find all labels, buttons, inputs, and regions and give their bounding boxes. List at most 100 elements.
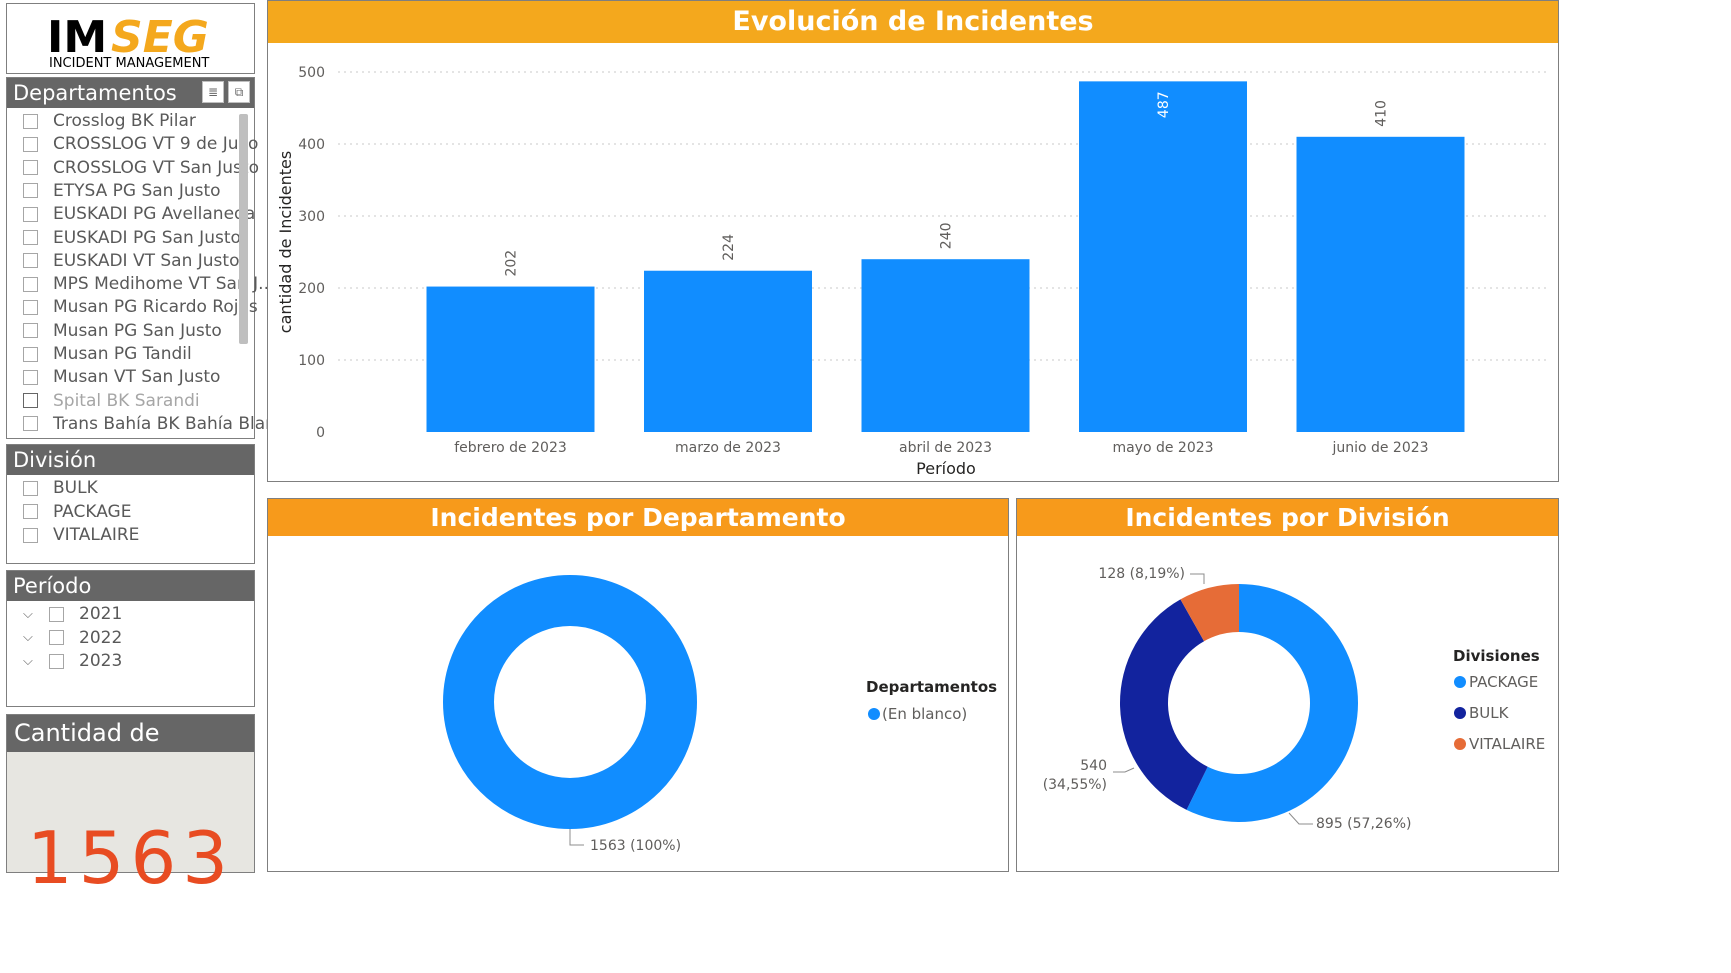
checkbox[interactable] <box>23 207 38 222</box>
filter-icon[interactable]: ≣ <box>202 81 224 103</box>
departamento-item[interactable]: Musan PG San Justo <box>23 318 222 344</box>
periodo-slicer-header: Período <box>7 571 254 601</box>
departamentos-slicer-header: Departamentos ≣ ⧉ <box>7 78 254 108</box>
bar <box>427 287 595 432</box>
leader-line <box>1190 574 1204 584</box>
bar <box>1079 81 1247 432</box>
leader-line <box>1113 768 1134 772</box>
division-item[interactable]: VITALAIRE <box>23 522 139 548</box>
checkbox[interactable] <box>23 528 38 543</box>
checkbox[interactable] <box>23 481 38 496</box>
departamentos-slicer-title: Departamentos <box>13 81 177 105</box>
chevron-down-icon[interactable]: ⌵ <box>23 607 49 622</box>
checkbox[interactable] <box>49 654 64 669</box>
departamento-item[interactable]: EUSKADI PG San Justo <box>23 225 241 251</box>
departamento-item-label: Musan PG San Justo <box>53 321 222 341</box>
division-item-label: VITALAIRE <box>53 525 139 545</box>
periodo-item[interactable]: ⌵ 2022 <box>23 625 122 651</box>
departamento-item[interactable]: Crosslog BK Pilar <box>23 108 196 134</box>
departamento-item[interactable]: CROSSLOG VT 9 de Julio <box>23 131 258 157</box>
x-tick-label: febrero de 2023 <box>454 440 567 456</box>
legend-item: BULK <box>1469 704 1510 722</box>
periodo-item-label: 2023 <box>79 651 122 671</box>
periodo-slicer-title: Período <box>13 574 91 598</box>
checkbox[interactable] <box>23 416 38 431</box>
slice-label: 1563 (100%) <box>590 838 681 854</box>
departamento-item-label: Spital BK Sarandi <box>53 391 200 411</box>
donut-slice <box>469 601 672 804</box>
departamento-item[interactable]: EUSKADI VT San Justo <box>23 248 239 274</box>
slice-label: 540 <box>1080 758 1107 774</box>
checkbox[interactable] <box>23 253 38 268</box>
departamento-item[interactable]: MPS Medihome VT San J... <box>23 271 274 297</box>
departamento-item-label: ETYSA PG San Justo <box>53 181 221 201</box>
checkbox[interactable] <box>23 393 38 408</box>
x-tick-label: junio de 2023 <box>1331 440 1428 456</box>
division-donut-chart: 895 (57,26%) 540 (34,55%) 128 (8,19%) Divisi… <box>1017 536 1558 870</box>
checkbox[interactable] <box>23 137 38 152</box>
donut-slice <box>1120 599 1208 809</box>
departamento-item-label: EUSKADI PG Avellaneda <box>53 204 255 224</box>
checkbox[interactable] <box>23 230 38 245</box>
departamento-chart-panel: Incidentes por Departamento 1563 (100%) D… <box>267 498 1009 872</box>
departamento-item[interactable]: ETYSA PG San Justo <box>23 178 221 204</box>
kpi-body: 1563 <box>7 752 254 872</box>
legend-item: PACKAGE <box>1469 673 1538 691</box>
checkbox[interactable] <box>49 630 64 645</box>
departamento-item-label: EUSKADI VT San Justo <box>53 251 239 271</box>
periodo-item[interactable]: ⌵ 2023 <box>23 648 122 674</box>
departamento-donut-chart: 1563 (100%) Departamentos (En blanco) <box>268 536 1008 870</box>
checkbox[interactable] <box>23 370 38 385</box>
departamentos-scrollbar[interactable] <box>239 114 248 344</box>
checkbox[interactable] <box>23 183 38 198</box>
checkbox[interactable] <box>23 504 38 519</box>
departamento-item-label: Crosslog BK Pilar <box>53 111 196 131</box>
checkbox[interactable] <box>23 277 38 292</box>
departamento-item-label: Trans Bahía BK Bahía Blanca <box>53 414 296 434</box>
bar <box>862 259 1030 432</box>
chevron-down-icon[interactable]: ⌵ <box>23 630 49 645</box>
periodo-item[interactable]: ⌵ 2021 <box>23 601 122 627</box>
departamento-item[interactable]: CROSSLOG VT San Justo <box>23 155 259 181</box>
kpi-title: Cantidad de Incidentes <box>7 715 254 752</box>
legend-marker <box>1454 676 1466 688</box>
departamento-item[interactable]: Trans Bahía BK Bahía Blanca <box>23 411 296 437</box>
division-item[interactable]: BULK <box>23 475 98 501</box>
bar <box>644 271 812 432</box>
division-item[interactable]: PACKAGE <box>23 499 131 525</box>
bar <box>1297 137 1465 432</box>
division-slicer-title: División <box>13 448 96 472</box>
checkbox[interactable] <box>23 300 38 315</box>
departamento-item[interactable]: Musan VT San Justo <box>23 364 220 390</box>
division-slicer-header: División <box>7 445 254 475</box>
focus-mode-icon[interactable]: ⧉ <box>228 81 250 103</box>
slice-label: (34,55%) <box>1043 777 1107 793</box>
kpi-card: Cantidad de Incidentes 1563 <box>6 714 255 873</box>
logo-tagline: INCIDENT MANAGEMENT <box>49 56 209 71</box>
y-tick-label: 200 <box>298 281 325 297</box>
checkbox[interactable] <box>23 114 38 129</box>
legend-marker <box>868 708 880 720</box>
evolucion-bar-chart: 0 100 200 300 400 500 cantidad de Incidentes fe… <box>268 43 1558 481</box>
division-chart-title: Incidentes por División <box>1017 499 1558 536</box>
legend-item: (En blanco) <box>882 705 967 723</box>
departamento-item[interactable]: Spital BK Sarandi <box>23 388 200 414</box>
checkbox[interactable] <box>23 160 38 175</box>
data-label: 224 <box>721 234 737 261</box>
departamento-item[interactable]: Musan PG Tandil <box>23 341 192 367</box>
checkbox[interactable] <box>23 347 38 362</box>
y-tick-label: 100 <box>298 353 325 369</box>
slicer-header-icons: ≣ ⧉ <box>202 81 250 103</box>
checkbox[interactable] <box>23 323 38 338</box>
periodo-item-label: 2022 <box>79 628 122 648</box>
chevron-down-icon[interactable]: ⌵ <box>23 654 49 669</box>
departamento-item[interactable]: EUSKADI PG Avellaneda <box>23 201 255 227</box>
departamento-item-label: CROSSLOG VT San Justo <box>53 158 259 178</box>
legend-title: Divisiones <box>1453 647 1540 665</box>
legend-title: Departamentos <box>866 678 997 696</box>
evolucion-chart-panel: Evolución de Incidentes 0 100 200 300 400 500… <box>267 0 1559 482</box>
checkbox[interactable] <box>49 607 64 622</box>
departamento-item[interactable]: Musan PG Ricardo Rojas <box>23 294 258 320</box>
legend-item: VITALAIRE <box>1469 735 1545 753</box>
